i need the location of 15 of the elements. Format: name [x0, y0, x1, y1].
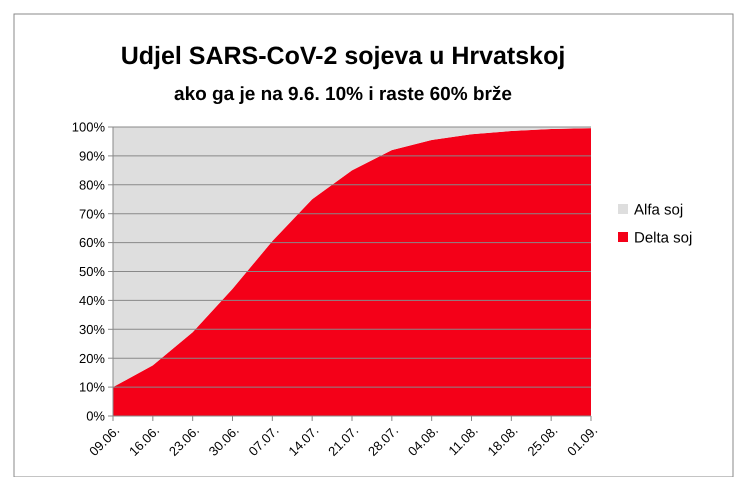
- y-tick-label: 80%: [78, 177, 106, 192]
- y-tick-label: 50%: [78, 264, 106, 280]
- y-tick-label: 70%: [78, 206, 106, 222]
- chart-title: Udjel SARS-CoV-2 sojeva u Hrvatskoj: [120, 42, 566, 70]
- y-tick-label: 0%: [86, 408, 106, 424]
- legend-label: Delta soj: [634, 229, 692, 246]
- chart-subtitle: ako ga je na 9.6. 10% i raste 60% brže: [174, 84, 512, 105]
- y-tick-label: 60%: [78, 235, 106, 250]
- y-tick-label: 100%: [72, 120, 106, 135]
- y-tick-label: 90%: [78, 148, 106, 164]
- y-tick-label: 10%: [78, 380, 106, 395]
- y-tick-label: 40%: [78, 292, 106, 308]
- legend-label: Alfa soj: [634, 201, 684, 218]
- y-tick-label: 20%: [78, 350, 106, 366]
- y-tick-label: 30%: [78, 322, 106, 337]
